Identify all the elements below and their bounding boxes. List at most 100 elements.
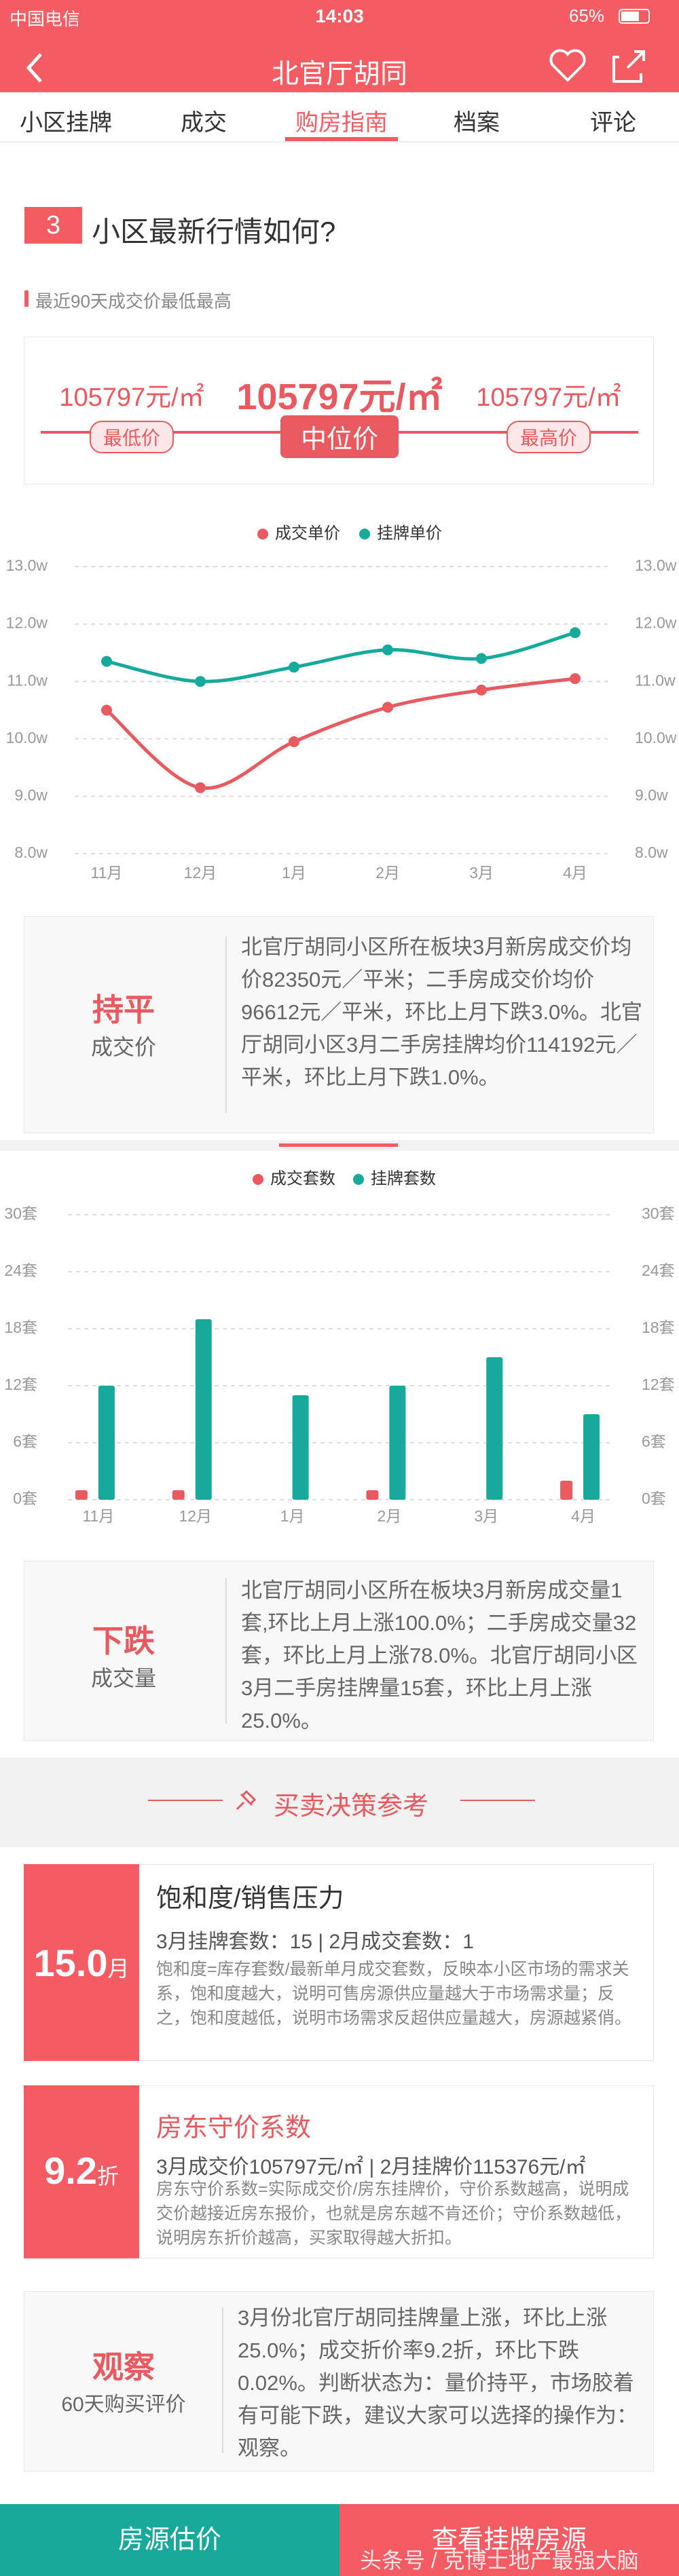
y-tick-label: 8.0w [14,844,48,861]
valuation-button[interactable]: 房源估价 [0,2504,340,2576]
data-point [101,656,112,667]
tab-border [0,141,679,143]
y2-tick-label: 6套 [642,1433,666,1450]
battery-icon [619,9,650,24]
data-point [289,736,299,748]
tab-active[interactable]: 购房指南 [295,110,388,136]
decision-icon [236,1789,257,1811]
header-icons [26,9,650,83]
x-tick-label: 3月 [469,864,494,882]
bar [75,1490,88,1500]
price-median-label: 中位价 [280,415,399,458]
summary-text: 北官厅胡同小区所在板块3月新房成交量1套,环比上月上涨100.0%；二手房成交量… [241,1578,638,1732]
price-median: 105797元/㎡ [236,377,443,417]
evaluation-status: 观察 [92,2349,155,2385]
time: 14:03 [315,5,364,26]
y2-tick-label: 13.0w [635,556,677,574]
y-tick-label: 24套 [4,1262,37,1279]
x-tick-label: 11月 [91,864,123,882]
x-tick-label: 4月 [563,864,587,882]
summary-status: 下跌 [92,1623,155,1659]
data-point [195,782,206,793]
tab[interactable]: 小区挂牌 [20,110,112,136]
price-low-label: 最低价 [89,421,175,453]
x-tick-label: 2月 [378,1507,402,1525]
summary-status: 持平 [92,992,155,1027]
decision-rule [460,1800,535,1801]
data-point [382,702,393,713]
y2-tick-label: 10.0w [635,729,677,746]
card-title: 饱和度/销售压力 [156,1884,344,1913]
y2-tick-label: 18套 [642,1319,675,1336]
y2-tick-label: 8.0w [635,844,668,861]
volume-chart: 成交套数 挂牌套数 0套 0套 6套 6套 12套 12套 18套 18套 24套 24套 30套 30套… [4,1169,675,1525]
y-tick-label: 9.0w [14,786,48,803]
battery: 65% [569,5,605,26]
y2-tick-label: 30套 [642,1205,675,1222]
legend-swatch [359,529,370,539]
watermark: 头条号 / 克博士地产最强大脑 [360,2548,639,2573]
data-point [195,676,206,687]
bar [172,1490,185,1500]
divider [225,936,227,1113]
evaluation-label: 60天购买评价 [61,2393,186,2416]
section-title: 小区最新行情如何? [92,216,336,248]
summary-box [24,916,654,1133]
card-unit: 月 [107,1956,130,1981]
divider [225,1578,227,1724]
divider [222,2307,223,2453]
legend-swatch [253,1174,263,1185]
tab[interactable]: 档案 [454,110,500,136]
x-tick-label: 2月 [375,864,400,882]
decision-rule [148,1800,223,1801]
y-tick-label: 30套 [4,1205,37,1222]
x-tick-label: 12月 [184,864,217,882]
summary-box [24,1561,654,1741]
bar [486,1357,503,1500]
series-line [106,630,576,683]
share-button[interactable] [612,50,645,83]
x-tick-label: 12月 [179,1507,212,1525]
x-tick-label: 3月 [474,1507,498,1525]
series-line [105,677,576,790]
separator-indicator [279,1143,398,1147]
card-number: 15.0 [33,1942,108,1984]
card-unit: 折 [96,2164,119,2189]
section-number: 3 [24,207,82,244]
data-point [570,673,581,684]
listings-button[interactable]: 查看挂牌房源 [340,2504,679,2576]
evaluation-text: 3月份北官厅胡同挂牌量上涨，环比上涨25.0%；成交折价率9.2折，环比下跌0.… [238,2306,638,2460]
x-tick-label: 1月 [282,864,306,882]
card-desc: 饱和度=库存套数/最新单月成交套数，反映本小区市场的需求关系，饱和度越大，说明可… [156,1960,632,2028]
card-title: 房东守价系数 [156,2114,312,2142]
y-tick-label: 12.0w [6,614,48,632]
legend-swatch [257,529,268,539]
y-tick-label: 0套 [13,1490,37,1507]
evaluation-box [24,2291,654,2471]
decision-band [0,1758,679,1847]
legend-label: 成交套数 [270,1169,335,1188]
summary-label: 成交价 [90,1035,157,1059]
y-tick-label: 11.0w [7,671,48,689]
x-tick-label: 1月 [280,1507,305,1525]
x-tick-label: 11月 [82,1507,114,1525]
x-tick-label: 4月 [571,1507,595,1525]
note-marker [24,290,29,307]
card-badge [24,2085,139,2258]
section-note: 最近90天成交价最低最高 [35,291,232,311]
card-desc: 房东守价系数=实际成交价/房东挂牌价，守价系数越高，说明成交价越接近房东报价，也… [156,2180,632,2248]
tab[interactable]: 评论 [590,110,636,136]
data-point [476,653,487,664]
bar [195,1319,212,1500]
back-button[interactable] [26,53,42,83]
legend-swatch [353,1174,364,1185]
tab[interactable]: 成交 [181,110,227,136]
y-tick-label: 6套 [13,1433,37,1450]
bar [98,1386,115,1500]
y2-tick-label: 0套 [642,1490,666,1507]
y-tick-label: 18套 [4,1319,37,1336]
favorite-button[interactable] [549,49,586,82]
bar [366,1490,379,1500]
price-high: 105797元/㎡ [476,383,621,412]
